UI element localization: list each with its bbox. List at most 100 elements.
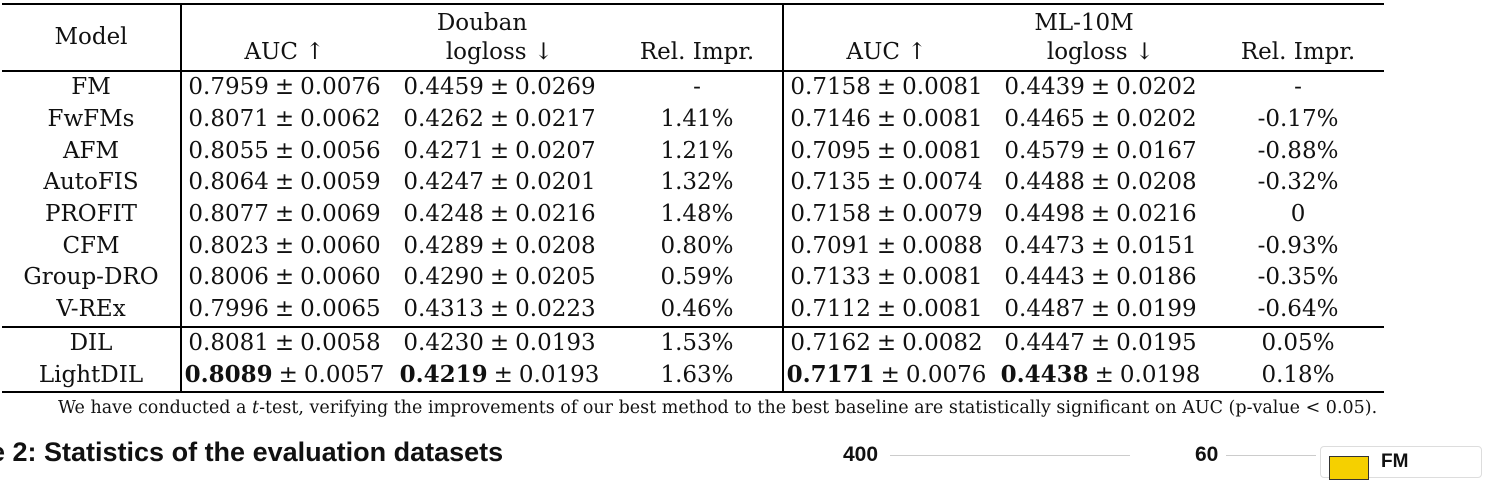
results-table: Model Douban ML-10M AUC ↑ logloss ↓ Rel.… — [2, 3, 1385, 393]
model-name-cell: AFM — [62, 137, 120, 164]
metric-std: 0.0074 — [902, 169, 983, 196]
metric-mean: 0.4439 — [1004, 74, 1085, 101]
chart-legend: FM — [1320, 446, 1482, 480]
left-chart-tick-label: 400 — [843, 443, 879, 466]
metric-cell: 0.7135 ±0.0074 — [782, 167, 990, 199]
metric-mean: 0.4230 — [403, 329, 484, 356]
rel-impr-cell: 0.05% — [1212, 325, 1385, 360]
plus-minus-sign: ± — [876, 74, 897, 101]
metric-std: 0.0186 — [1116, 264, 1197, 291]
model-name-cell: FM — [71, 74, 111, 101]
metric-mean: 0.7158 — [790, 74, 871, 101]
metric-mean: 0.4247 — [403, 169, 484, 196]
metric-cell: 0.4262 ±0.0217 — [387, 104, 612, 136]
metric-std: 0.0076 — [905, 362, 987, 389]
plus-minus-sign: ± — [1090, 296, 1111, 323]
table-row: FwFMs 0.8071 ±0.0062 0.4262 ±0.0217 1.41% 0.71… — [2, 103, 1384, 136]
plus-minus-sign: ± — [1090, 264, 1111, 291]
metric-mean: 0.4313 — [403, 296, 484, 323]
plus-minus-sign: ± — [274, 74, 295, 101]
plus-minus-sign: ± — [1090, 169, 1111, 196]
metric-mean: 0.8006 — [188, 264, 269, 291]
metric-cell: 0.8064 ±0.0059 — [180, 167, 387, 199]
metric-std: 0.0060 — [300, 232, 381, 259]
metric-std: 0.0057 — [303, 362, 385, 389]
rel-impr-cell: -0.35% — [1257, 264, 1339, 291]
rel-impr-cell: 0.46% — [660, 296, 734, 323]
metric-std: 0.0207 — [515, 137, 596, 164]
plus-minus-sign: ± — [493, 362, 513, 389]
model-name-cell: V-REx — [56, 296, 126, 323]
metric-mean: 0.7095 — [790, 137, 871, 164]
metric-std: 0.0199 — [1116, 296, 1197, 323]
footnote-text-start: We have conducted a — [58, 398, 253, 418]
metric-cell: 0.8055 ±0.0056 — [180, 135, 387, 168]
metric-cell: 0.7158 ±0.0079 — [782, 198, 990, 231]
metric-std: 0.0167 — [1116, 137, 1197, 164]
table-row: PROFIT 0.8077 ±0.0069 0.4248 ±0.0216 1.48% 0.7… — [2, 198, 1384, 231]
metric-cell: 0.4439 ±0.0202 — [989, 71, 1212, 104]
plus-minus-sign: ± — [1090, 137, 1111, 164]
plus-minus-sign: ± — [1094, 362, 1114, 389]
metric-cell: 0.7158 ±0.0081 — [782, 71, 990, 104]
metric-mean: 0.4487 — [1004, 296, 1085, 323]
metric-std: 0.0076 — [300, 74, 381, 101]
table-row: FM 0.7959 ±0.0076 0.4459 ±0.0269-0.7158 ±0.00… — [2, 71, 1384, 104]
metric-std: 0.0208 — [515, 232, 596, 259]
metric-std: 0.0081 — [902, 137, 983, 164]
table-row: Group-DRO 0.8006 ±0.0060 0.4290 ±0.0205 0.59%… — [2, 262, 1384, 294]
plus-minus-sign: ± — [274, 232, 295, 259]
metric-std: 0.0216 — [1116, 201, 1197, 228]
model-name-cell: Group-DRO — [23, 264, 159, 291]
metric-mean: 0.7112 — [790, 296, 871, 323]
plus-minus-sign: ± — [876, 329, 897, 356]
metric-mean: 0.7171 — [786, 361, 875, 389]
metric-cell: 0.4313 ±0.0223 — [387, 294, 612, 327]
metric-cell: 0.4447 ±0.0195 — [989, 325, 1213, 360]
rel-impr-cell: - — [1294, 74, 1302, 101]
plus-minus-sign: ± — [278, 362, 298, 389]
metric-std: 0.0056 — [300, 137, 381, 164]
metric-mean: 0.7091 — [790, 232, 871, 259]
metric-cell: 0.4438 ±0.0198 — [989, 359, 1213, 393]
metric-std: 0.0088 — [902, 232, 983, 259]
metric-cell: 0.7162 ±0.0082 — [782, 325, 990, 360]
plus-minus-sign: ± — [274, 296, 295, 323]
plus-minus-sign: ± — [1090, 329, 1111, 356]
metric-mean: 0.8071 — [188, 106, 269, 133]
metric-mean: 0.4473 — [1004, 232, 1085, 259]
metric-std: 0.0081 — [902, 264, 983, 291]
metric-cell: 0.7091 ±0.0088 — [782, 230, 990, 263]
table-row: LightDIL 0.8089 ±0.0057 0.4219 ±0.0193 1.63% 0… — [2, 359, 1385, 393]
metric-cell: 0.8023 ±0.0060 — [180, 230, 387, 263]
plus-minus-sign: ± — [1090, 106, 1111, 133]
metric-std: 0.0216 — [515, 201, 596, 228]
model-name-cell: AutoFIS — [43, 169, 139, 196]
plus-minus-sign: ± — [876, 264, 897, 291]
rel-impr-cell: -0.93% — [1257, 232, 1339, 259]
plus-minus-sign: ± — [274, 201, 295, 228]
legend-label-fm: FM — [1381, 451, 1409, 472]
dataset-header-douban: Douban — [179, 3, 784, 35]
metric-mean: 0.8023 — [188, 232, 269, 259]
metric-std: 0.0208 — [1116, 169, 1197, 196]
metric-mean: 0.4465 — [1004, 106, 1085, 133]
table-row: CFM 0.8023 ±0.0060 0.4289 ±0.0208 0.80% 0.7091… — [2, 230, 1384, 263]
metric-std: 0.0151 — [1116, 232, 1197, 259]
metric-cell: 0.4219 ±0.0193 — [387, 359, 612, 393]
metric-std: 0.0269 — [515, 74, 596, 101]
metric-cell: 0.8006 ±0.0060 — [180, 262, 387, 294]
footnote-t-symbol: t — [252, 398, 260, 418]
metric-cell: 0.7146 ±0.0081 — [782, 103, 990, 136]
rel-impr-cell: -0.88% — [1257, 137, 1339, 164]
right-chart-gridline — [1226, 455, 1316, 456]
metric-cell: 0.4230 ±0.0193 — [387, 325, 612, 360]
model-name-cell: FwFMs — [47, 106, 135, 133]
rel-impr-cell: 1.63% — [612, 359, 784, 393]
plus-minus-sign: ± — [274, 169, 295, 196]
metric-mean: 0.4459 — [403, 74, 484, 101]
metric-std: 0.0079 — [902, 201, 983, 228]
plus-minus-sign: ± — [876, 201, 897, 228]
table-row: AutoFIS 0.8064 ±0.0059 0.4247 ±0.0201 1.32% 0.… — [2, 167, 1384, 199]
metric-std: 0.0195 — [1116, 329, 1197, 356]
